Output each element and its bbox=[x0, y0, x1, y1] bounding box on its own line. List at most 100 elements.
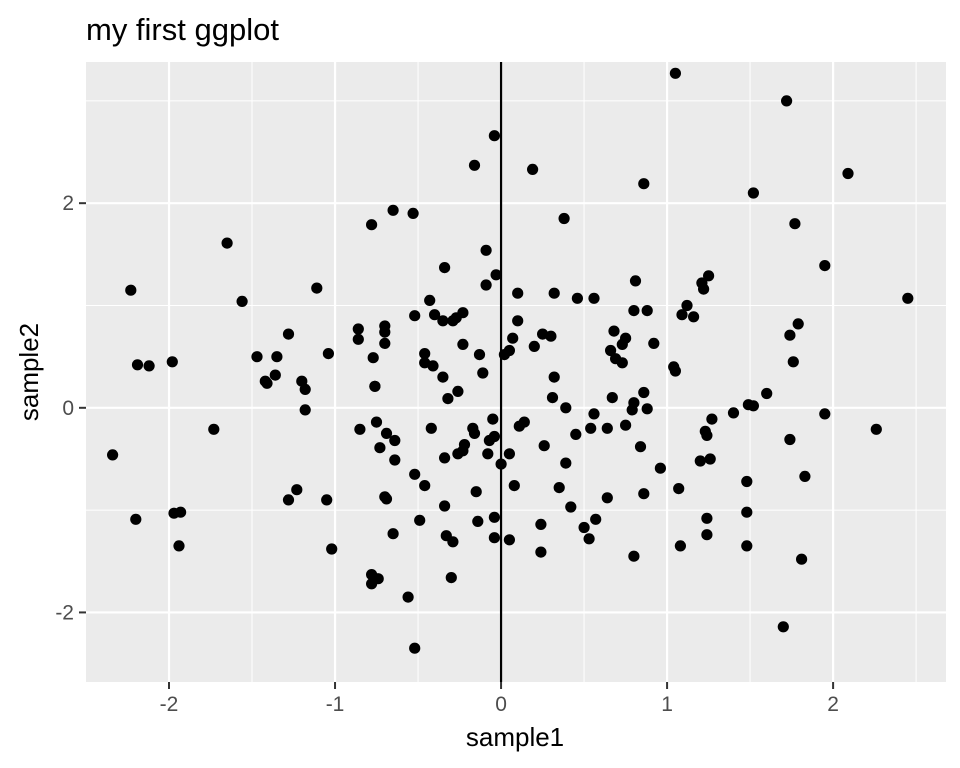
data-point bbox=[419, 480, 431, 492]
x-axis-title: sample1 bbox=[466, 722, 564, 752]
data-point bbox=[701, 429, 713, 441]
data-point bbox=[437, 371, 449, 383]
data-point bbox=[512, 287, 524, 299]
data-point bbox=[620, 332, 632, 344]
data-point bbox=[560, 457, 572, 469]
data-point bbox=[402, 591, 414, 603]
data-point bbox=[681, 299, 693, 312]
data-point bbox=[380, 493, 393, 505]
data-point bbox=[269, 369, 281, 381]
data-point bbox=[389, 454, 401, 466]
data-point bbox=[605, 344, 617, 357]
data-point bbox=[352, 333, 364, 345]
data-point bbox=[578, 521, 590, 534]
data-point bbox=[528, 340, 540, 352]
data-point bbox=[473, 349, 486, 361]
data-point bbox=[321, 494, 333, 506]
data-point bbox=[701, 512, 713, 524]
data-point bbox=[503, 448, 515, 460]
chart-title: my first ggplot bbox=[86, 12, 279, 47]
data-point bbox=[741, 506, 753, 518]
data-point bbox=[601, 492, 613, 504]
data-point bbox=[688, 311, 700, 323]
data-point bbox=[447, 536, 459, 548]
data-point bbox=[701, 529, 713, 541]
data-point bbox=[457, 307, 469, 319]
data-point bbox=[372, 573, 384, 585]
data-point bbox=[322, 348, 334, 360]
data-point bbox=[583, 533, 595, 545]
x-tick-label: 0 bbox=[495, 693, 507, 716]
data-point bbox=[704, 453, 716, 465]
data-point bbox=[424, 294, 436, 306]
data-point bbox=[590, 513, 602, 525]
data-point bbox=[261, 377, 273, 389]
y-axis-title: sample2 bbox=[14, 323, 44, 421]
data-point bbox=[482, 448, 494, 460]
data-point bbox=[585, 422, 597, 434]
data-point bbox=[545, 330, 557, 342]
data-point bbox=[271, 351, 283, 363]
data-point bbox=[535, 518, 547, 531]
data-point bbox=[326, 543, 338, 555]
data-point bbox=[488, 511, 500, 523]
data-point bbox=[548, 371, 560, 383]
data-point bbox=[512, 315, 524, 327]
data-point bbox=[503, 344, 515, 357]
data-point bbox=[409, 468, 421, 480]
x-tick-label: -1 bbox=[326, 693, 345, 716]
data-point bbox=[694, 455, 706, 467]
data-point bbox=[291, 484, 303, 496]
data-point bbox=[548, 287, 560, 299]
x-tick-label: 1 bbox=[661, 693, 673, 716]
data-point bbox=[570, 428, 582, 440]
data-point bbox=[379, 326, 391, 338]
data-point bbox=[560, 402, 572, 414]
data-point bbox=[676, 309, 688, 321]
data-point bbox=[747, 400, 760, 412]
data-point bbox=[571, 292, 584, 304]
data-point bbox=[654, 462, 667, 474]
data-point bbox=[601, 422, 613, 434]
plot-panel bbox=[86, 62, 946, 682]
data-point bbox=[439, 500, 451, 512]
data-point bbox=[588, 408, 600, 420]
data-point bbox=[819, 408, 831, 420]
data-point bbox=[698, 283, 710, 295]
data-point bbox=[429, 309, 441, 321]
data-point bbox=[366, 219, 378, 231]
data-point bbox=[208, 423, 220, 435]
data-point bbox=[173, 540, 185, 552]
data-point bbox=[628, 305, 640, 317]
data-point bbox=[374, 442, 386, 454]
data-point bbox=[166, 356, 178, 368]
data-point bbox=[354, 423, 366, 435]
data-point bbox=[468, 427, 481, 439]
data-point bbox=[842, 167, 854, 180]
data-point bbox=[507, 332, 519, 344]
data-point bbox=[741, 540, 753, 552]
data-point bbox=[799, 470, 811, 482]
data-point bbox=[251, 351, 263, 363]
data-point bbox=[387, 528, 399, 540]
data-point bbox=[648, 337, 660, 349]
data-point bbox=[387, 204, 399, 216]
data-point bbox=[792, 318, 804, 330]
data-point bbox=[796, 553, 808, 565]
x-tick-label: 2 bbox=[827, 693, 839, 716]
data-point bbox=[669, 67, 682, 79]
data-point bbox=[472, 515, 484, 528]
data-point bbox=[468, 159, 481, 171]
data-point bbox=[787, 356, 799, 368]
data-point bbox=[130, 513, 142, 525]
data-point bbox=[470, 486, 482, 498]
data-point bbox=[781, 95, 793, 107]
data-point bbox=[761, 387, 773, 400]
data-point bbox=[458, 439, 471, 451]
data-point bbox=[143, 360, 155, 372]
data-point bbox=[490, 269, 502, 281]
data-point bbox=[480, 244, 492, 256]
data-point bbox=[488, 430, 500, 443]
data-point bbox=[588, 292, 600, 304]
data-point bbox=[784, 329, 796, 341]
